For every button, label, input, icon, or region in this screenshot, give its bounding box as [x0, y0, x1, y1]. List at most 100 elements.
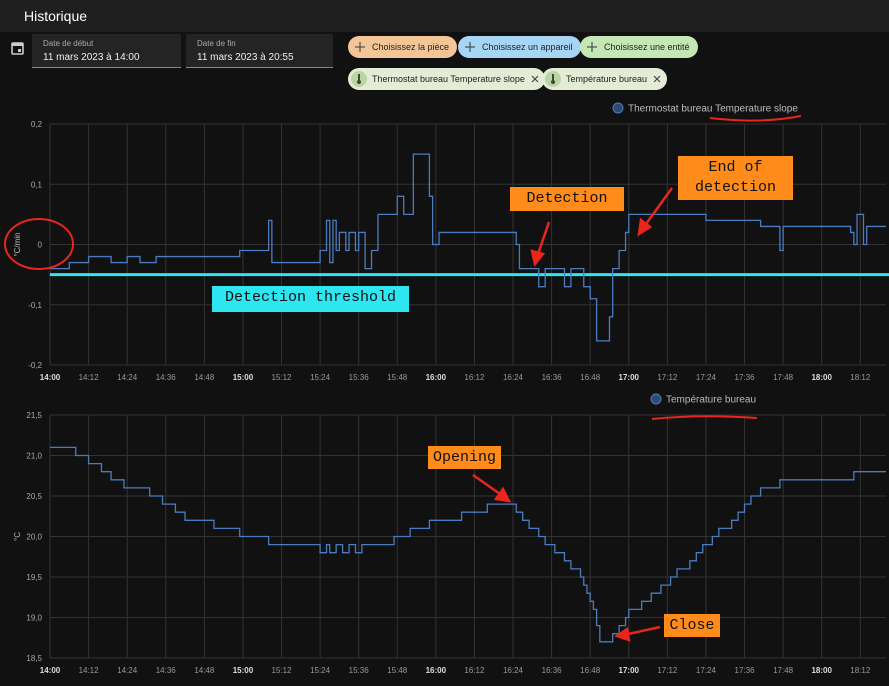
y-tick-label: 19,5 [26, 573, 42, 582]
area-picker[interactable]: Choisissez la pièce [348, 36, 458, 58]
x-tick-label: 17:24 [696, 373, 717, 382]
annotation: Detection threshold [212, 286, 409, 312]
x-tick-label: 14:36 [156, 666, 177, 675]
x-tick-label: 15:48 [387, 373, 408, 382]
y-tick-label: 21,5 [26, 411, 42, 420]
arrows [472, 187, 674, 642]
end-value: 11 mars 2023 à 20:55 [197, 52, 294, 63]
chart: 18,5 19,0 19,5 20,0 20,5 21,0 21,5 14:00 14:12 14… [13, 393, 886, 675]
x-tick-label: 15:12 [271, 373, 292, 382]
top-bar: Historique [0, 0, 889, 32]
x-tick-label: 15:36 [349, 666, 370, 675]
entity-picker[interactable]: Choisissez une entité [580, 36, 698, 58]
x-tick-label: 15:24 [310, 666, 331, 675]
legend-marker [612, 102, 624, 114]
x-tick-label: 14:12 [79, 666, 100, 675]
y-tick-label: 19,0 [26, 614, 42, 623]
end-date[interactable]: Date de fin 11 mars 2023 à 20:55 [186, 34, 333, 68]
picker-label: Choisissez un appareil [482, 42, 573, 52]
x-tick-label: 15:48 [387, 666, 408, 675]
x-tick-label: 14:00 [40, 666, 61, 675]
x-tick-label: 16:00 [426, 666, 447, 675]
x-tick-label: 14:36 [156, 373, 177, 382]
x-tick-label: 17:00 [619, 666, 640, 675]
legend-label: Thermostat bureau Temperature slope [628, 104, 798, 115]
x-tick-label: 17:36 [735, 666, 756, 675]
annotation: Opening [428, 446, 501, 469]
x-tick-label: 14:48 [194, 373, 215, 382]
annotation-text: Detection [510, 187, 624, 211]
annotation: End of detection [678, 156, 793, 200]
legend-marker [650, 393, 662, 405]
chart-layer: -0,2 -0,1 0 0,1 0,2 14:00 14:12 14:24 14:36 14:48… [13, 102, 889, 675]
legend-label: Température bureau [666, 395, 756, 406]
x-tick-label: 15:12 [271, 666, 292, 675]
x-tick-label: 14:48 [194, 666, 215, 675]
y-tick-label: -0,2 [28, 361, 42, 370]
entity-chip-label: Température bureau [566, 74, 648, 84]
x-tick-label: 15:36 [349, 373, 370, 382]
annotation-text: End of detection [678, 156, 793, 200]
device-picker[interactable]: Choisissez un appareil [458, 36, 581, 58]
x-tick-label: 14:12 [79, 373, 100, 382]
annotation-text: Opening [428, 446, 501, 469]
y-tick-label: 0,2 [31, 120, 43, 129]
y-tick-label: 20,0 [26, 533, 42, 542]
start-date[interactable]: Date de début 11 mars 2023 à 14:00 [32, 34, 181, 68]
x-tick-label: 17:48 [773, 666, 794, 675]
y-tick-label: 21,0 [26, 452, 42, 461]
data-line [50, 446, 886, 643]
x-tick-label: 14:24 [117, 666, 138, 675]
annotation-text: Close [664, 614, 720, 637]
y-axis-label: °C [13, 532, 22, 541]
start-value: 11 mars 2023 à 14:00 [43, 52, 140, 63]
x-tick-label: 16:36 [542, 373, 563, 382]
page-title: Historique [24, 8, 88, 24]
y-tick-label: -0,1 [28, 301, 42, 310]
red-marks [4, 115, 802, 420]
data-line [50, 153, 886, 342]
annotation: Detection [510, 187, 624, 211]
x-tick-label: 17:12 [657, 373, 678, 382]
x-tick-label: 17:12 [657, 666, 678, 675]
entity-chip[interactable]: Thermostat bureau Temperature slope [348, 68, 545, 90]
x-tick-label: 15:00 [233, 666, 254, 675]
annotation: Close [664, 614, 720, 637]
x-tick-label: 17:00 [619, 373, 640, 382]
x-tick-label: 18:12 [850, 373, 871, 382]
x-tick-label: 16:12 [464, 666, 485, 675]
x-tick-label: 16:36 [542, 666, 563, 675]
y-tick-label: 0 [38, 241, 43, 250]
x-tick-label: 16:48 [580, 666, 601, 675]
x-tick-label: 16:00 [426, 373, 447, 382]
picker-label: Choisissez la pièce [372, 42, 450, 52]
x-tick-label: 16:48 [580, 373, 601, 382]
x-tick-label: 14:00 [40, 373, 61, 382]
annotation-text: Detection threshold [212, 286, 409, 312]
x-tick-label: 18:00 [811, 666, 832, 675]
start-label: Date de début [43, 39, 94, 48]
y-axis-label: °C/min [13, 232, 22, 256]
y-tick-label: 20,5 [26, 492, 42, 501]
x-tick-label: 17:24 [696, 666, 717, 675]
y-tick-label: 18,5 [26, 654, 42, 663]
chart: -0,2 -0,1 0 0,1 0,2 14:00 14:12 14:24 14:36 14:48… [13, 102, 889, 382]
x-tick-label: 18:00 [811, 373, 832, 382]
x-tick-label: 17:48 [773, 373, 794, 382]
picker-label: Choisissez une entité [604, 42, 690, 52]
x-tick-label: 16:24 [503, 666, 524, 675]
y-tick-label: 0,1 [31, 180, 43, 189]
x-tick-label: 15:24 [310, 373, 331, 382]
end-label: Date de fin [197, 39, 236, 48]
x-tick-label: 16:24 [503, 373, 524, 382]
entity-chip-label: Thermostat bureau Temperature slope [372, 74, 525, 84]
x-tick-label: 16:12 [464, 373, 485, 382]
x-tick-label: 14:24 [117, 373, 138, 382]
calendar-icon[interactable] [10, 40, 26, 56]
x-tick-label: 15:00 [233, 373, 254, 382]
x-tick-label: 17:36 [735, 373, 756, 382]
x-tick-label: 18:12 [850, 666, 871, 675]
entity-chip[interactable]: Température bureau [542, 68, 668, 90]
